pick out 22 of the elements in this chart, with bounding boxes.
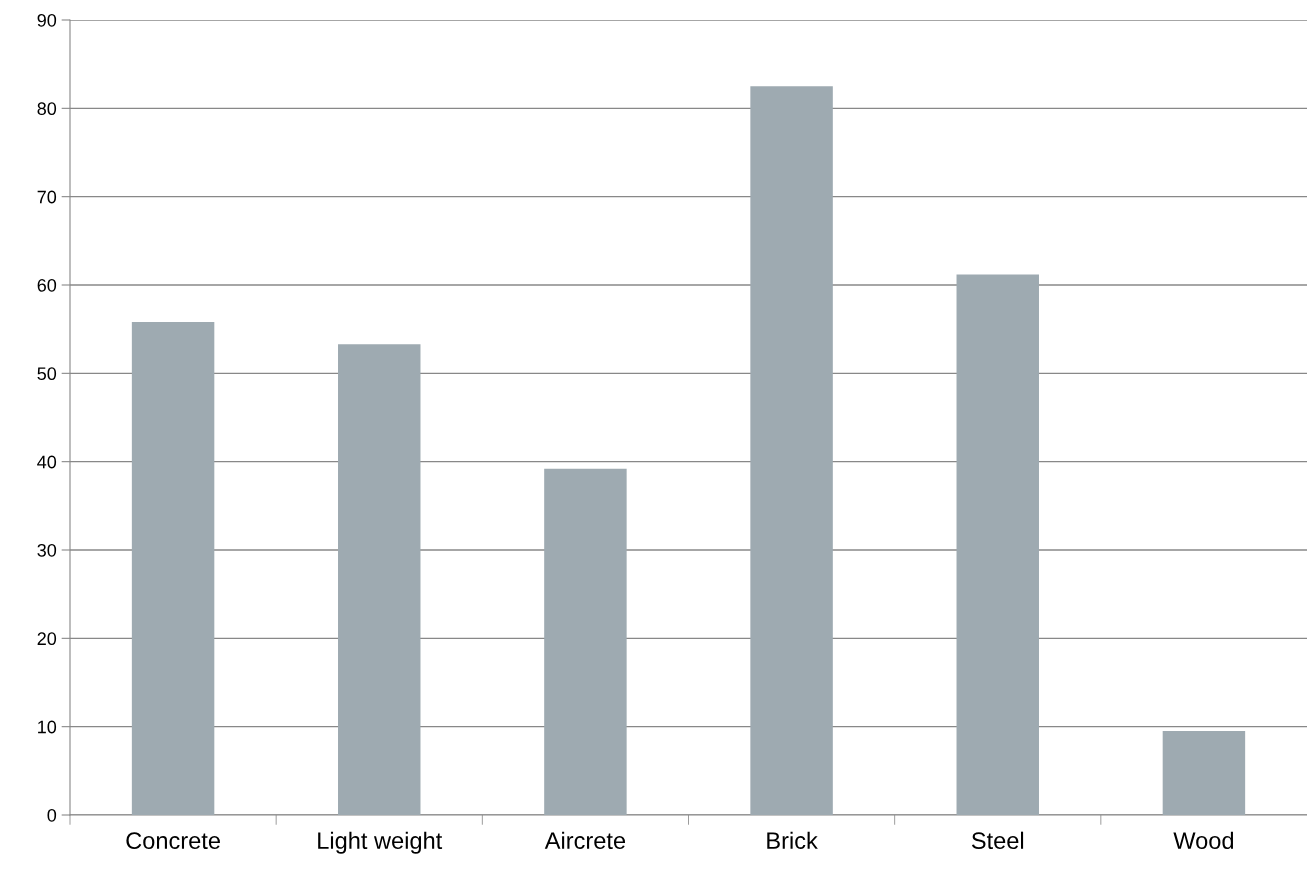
x-tick-label: Wood [1173,831,1234,850]
y-tick-label: 0 [47,808,57,822]
x-tick-label: Light weight [318,831,443,854]
x-tick-label: Aircrete [544,831,626,850]
bar [1162,731,1246,815]
x-tick-label: Brick [767,831,818,850]
bar [338,344,421,815]
y-tick-label: 50 [37,367,57,381]
bar [131,322,215,815]
x-tick-label: Steel [971,831,1024,850]
x-tick-label: Concrete [126,832,220,850]
y-tick-label: 10 [38,720,57,734]
bar [750,86,833,815]
bar [956,274,1039,815]
y-tick-label: 60 [37,278,57,292]
y-tick-label: 90 [37,13,57,27]
y-tick-label: 70 [37,190,57,204]
y-tick-label: 80 [37,102,57,116]
y-tick-label: 30 [37,543,57,557]
y-tick-label: 40 [37,455,57,469]
bar [544,468,627,815]
y-tick-label: 20 [37,632,57,646]
